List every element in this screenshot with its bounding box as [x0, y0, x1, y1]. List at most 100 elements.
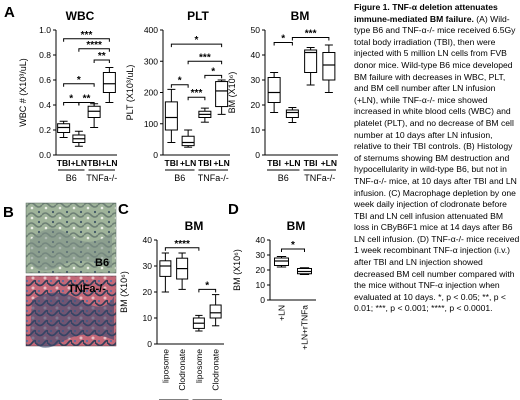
box — [274, 257, 289, 266]
y-tick-label: 0.2 — [39, 125, 51, 135]
box — [322, 52, 336, 81]
y-tick-label: 10 — [251, 125, 261, 135]
significance-label: * — [77, 75, 81, 86]
y-tick-label: 0 — [255, 150, 260, 160]
histology-label-b6: B6 — [95, 257, 109, 269]
y-tick-label: 1.0 — [39, 25, 51, 35]
x-tick-label: TBI — [304, 158, 318, 168]
significance-bracket — [78, 102, 95, 106]
significance-bracket — [170, 84, 189, 88]
significance-label: * — [281, 34, 285, 45]
panel-letter-d: D — [228, 201, 239, 218]
group-label: B6 — [174, 173, 185, 183]
x-tick-label: TBI — [165, 158, 179, 168]
y-tick-label: 200 — [144, 88, 158, 98]
significance-label: * — [211, 66, 215, 77]
y-tick-label: 0.4 — [39, 100, 51, 110]
significance-bracket — [281, 248, 305, 252]
x-tick-label: +LN+rTNFa — [300, 305, 310, 350]
y-axis-label: BM (X10⁶) — [232, 249, 242, 291]
y-tick-label: 0.6 — [39, 75, 51, 85]
y-tick-label: 0 — [147, 339, 152, 349]
box — [159, 260, 172, 277]
x-tick-label: +LN — [71, 158, 87, 168]
caption-footer: *, p < 0.05; **, p < 0.01; ***, p < 0.00… — [354, 291, 506, 314]
significance-bracket — [291, 37, 330, 41]
box — [285, 109, 299, 118]
y-tick-label: 300 — [144, 56, 158, 66]
significance-bracket — [170, 43, 223, 48]
box — [102, 72, 116, 93]
y-tick-label: 30 — [256, 250, 266, 260]
y-tick-label: 400 — [144, 25, 158, 35]
y-tick-label: 40 — [256, 235, 266, 245]
y-axis-label: BM (X10⁶) — [227, 72, 237, 114]
x-tick-label: TBI — [57, 158, 71, 168]
significance-bracket — [273, 42, 293, 46]
box — [57, 123, 71, 133]
significance-label: * — [205, 280, 209, 291]
box — [181, 135, 195, 147]
x-tick-label: liposome — [160, 349, 170, 383]
significance-bracket — [78, 48, 110, 52]
x-tick-label: TBI — [198, 158, 212, 168]
y-tick-label: 20 — [251, 100, 261, 110]
y-axis-label: PLT (X10³/uL) — [125, 65, 135, 121]
significance-bracket — [63, 83, 95, 87]
y-tick-label: 40 — [251, 50, 261, 60]
group-label: B6 — [66, 173, 77, 183]
chart-title: WBC — [66, 9, 95, 23]
panel-letter-a: A — [4, 4, 15, 21]
significance-label: ** — [83, 94, 91, 105]
chart-bm-clodronate: BM BM (X10⁶) 0 10 20 30 40 liposome Clodronate li… — [119, 219, 224, 400]
y-tick-label: 0.0 — [39, 150, 51, 160]
box — [209, 304, 222, 319]
group-label: B6 — [278, 173, 289, 183]
box — [164, 101, 178, 131]
significance-label: *** — [81, 30, 93, 41]
y-tick-label: 10 — [256, 280, 266, 290]
chart-bm-rtnfa: BM BM (X10⁶) 0 10 20 30 40 +LN +LN+rTNFa * — [232, 219, 316, 350]
y-tick-label: 0.8 — [39, 50, 51, 60]
panel-letter-b: B — [3, 204, 14, 221]
figure-caption: Figure 1. TNF-α deletion attenuates immu… — [354, 2, 520, 315]
significance-label: * — [178, 76, 182, 87]
y-tick-label: 100 — [144, 119, 158, 129]
group-label: TNFa-/- — [304, 173, 335, 183]
significance-bracket — [63, 38, 110, 42]
significance-bracket — [187, 96, 206, 101]
x-tick-label: +LN — [101, 158, 117, 168]
significance-label: *** — [191, 88, 203, 99]
x-tick-label: TBI — [267, 158, 281, 168]
x-tick-label: +LN — [180, 158, 196, 168]
y-tick-label: 20 — [256, 265, 266, 275]
x-tick-label: +LN — [277, 305, 287, 321]
significance-bracket — [93, 59, 110, 63]
chart-title: BM — [287, 219, 306, 233]
significance-bracket — [198, 288, 217, 293]
y-tick-label: 0 — [153, 150, 158, 160]
significance-label: * — [69, 94, 73, 105]
chart-title: BM — [185, 219, 204, 233]
significance-bracket — [204, 74, 223, 79]
caption-body: (A) Wild-type B6 and TNF-α-/- mice recei… — [354, 13, 520, 302]
histology-marrow-tnfa — [30, 292, 114, 348]
y-axis-label: WBC # (X10³/uL) — [18, 58, 28, 127]
x-tick-label: liposome — [194, 349, 204, 383]
histology-panel: B6 TNFa-/- — [25, 202, 117, 348]
box — [304, 49, 318, 73]
y-tick-label: 40 — [143, 235, 153, 245]
significance-bracket — [187, 60, 223, 65]
box — [215, 81, 229, 108]
significance-label: **** — [174, 239, 190, 250]
chart-title: PLT — [187, 9, 209, 23]
histology-marrow-b6 — [30, 228, 112, 271]
box — [267, 77, 281, 103]
y-tick-label: 30 — [143, 261, 153, 271]
significance-label: ** — [98, 51, 106, 62]
chart-title: BM — [291, 9, 310, 23]
y-tick-label: 0 — [260, 295, 265, 305]
histology-label-tnfa: TNFa-/- — [68, 283, 106, 295]
